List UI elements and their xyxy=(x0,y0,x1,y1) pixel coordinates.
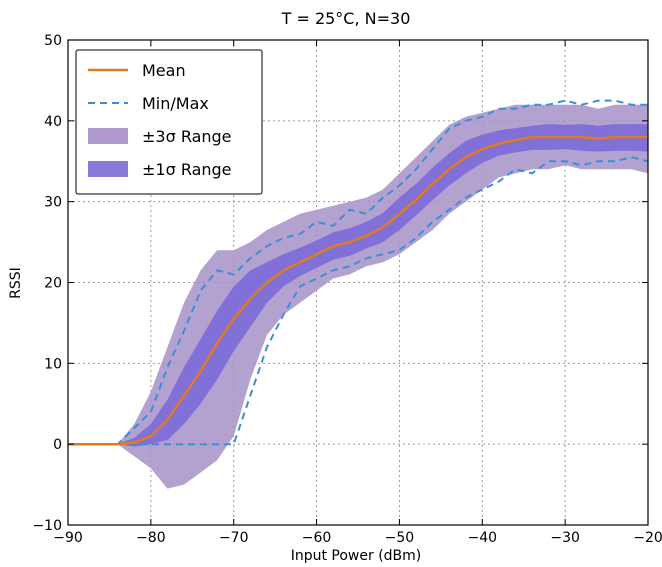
legend: Mean Min/Max ±3σ Range ±1σ Range xyxy=(75,49,263,195)
x-axis-label: Input Power (dBm) xyxy=(291,548,422,564)
y-tick-label: 30 xyxy=(44,195,62,211)
y-tick-label: 50 xyxy=(44,33,62,49)
sigma1-band xyxy=(68,124,648,447)
legend-box xyxy=(75,49,263,195)
legend-entry-label: ±3σ Range xyxy=(142,127,232,146)
y-tick-label: 40 xyxy=(44,114,62,130)
x-tick-label: −70 xyxy=(219,530,249,546)
mean-line xyxy=(68,135,648,446)
legend-band-swatch xyxy=(88,128,128,144)
legend-entry-label: Min/Max xyxy=(142,94,209,113)
y-tick-label: 10 xyxy=(44,356,62,372)
y-tick-label: 20 xyxy=(44,276,62,292)
y-tick-label: 0 xyxy=(53,437,62,453)
x-tick-label: −80 xyxy=(136,530,166,546)
max-line xyxy=(68,99,648,446)
x-tick-label: −40 xyxy=(468,530,498,546)
legend-entry-label: Mean xyxy=(142,61,186,80)
legend-entry-label: ±1σ Range xyxy=(142,160,232,179)
min-line xyxy=(68,156,649,446)
x-tick-label: −60 xyxy=(302,530,332,546)
sigma3-band xyxy=(68,104,648,489)
x-tick-label: −30 xyxy=(550,530,580,546)
x-tick-label: −50 xyxy=(385,530,415,546)
x-tick-label: −90 xyxy=(53,530,83,546)
chart-title: T = 25°C, N=30 xyxy=(281,9,411,28)
y-axis-label: RSSI xyxy=(8,267,24,299)
y-tick-label: −10 xyxy=(32,518,62,534)
legend-band-swatch xyxy=(88,161,128,177)
x-tick-label: −20 xyxy=(633,530,662,546)
